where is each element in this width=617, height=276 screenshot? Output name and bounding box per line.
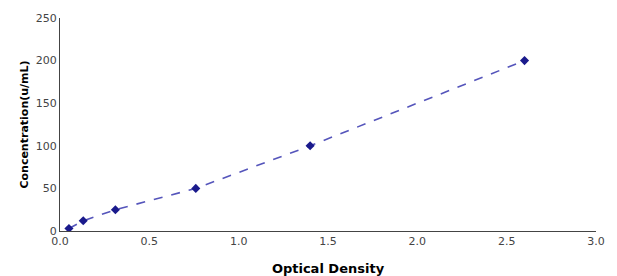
svg-text:50: 50 (43, 182, 57, 195)
svg-text:3.0: 3.0 (587, 235, 605, 248)
svg-text:0.5: 0.5 (141, 235, 159, 248)
svg-text:0.0: 0.0 (51, 235, 69, 248)
svg-text:200: 200 (36, 54, 57, 67)
svg-text:2.5: 2.5 (498, 235, 516, 248)
svg-text:1.5: 1.5 (319, 235, 337, 248)
svg-text:0: 0 (50, 225, 57, 238)
svg-text:2.0: 2.0 (409, 235, 427, 248)
svg-text:Concentration(u/mL): Concentration(u/mL) (18, 60, 31, 188)
svg-text:250: 250 (36, 12, 57, 25)
svg-text:100: 100 (36, 140, 57, 153)
svg-text:1.0: 1.0 (230, 235, 248, 248)
svg-text:Optical Density: Optical Density (272, 261, 385, 276)
svg-text:150: 150 (36, 97, 57, 110)
